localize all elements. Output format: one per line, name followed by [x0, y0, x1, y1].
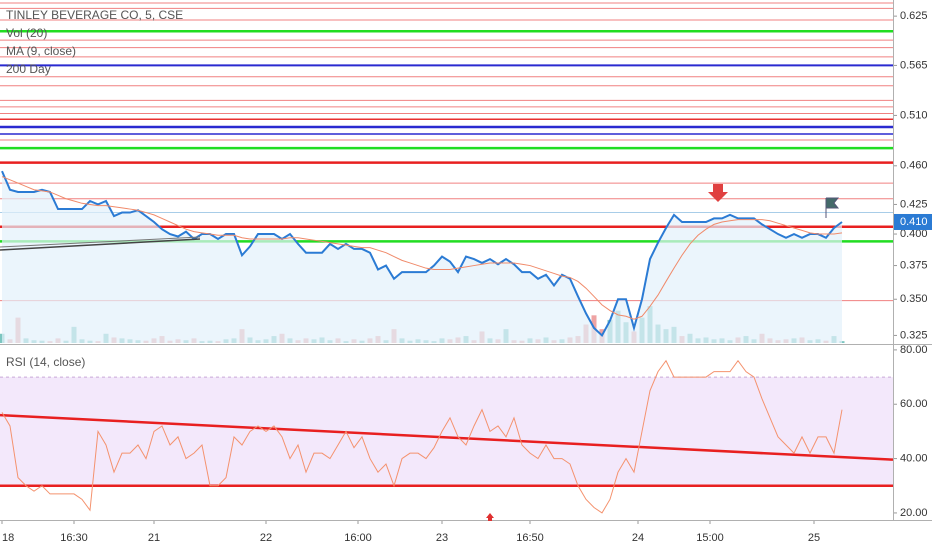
last-price-box — [893, 213, 932, 230]
drawn-trendline — [0, 236, 201, 248]
x-tick-label: 24 — [632, 532, 644, 544]
event-marker — [486, 513, 494, 521]
y-tick-label: 0.350 — [900, 293, 928, 305]
x-tick-label: 16:50 — [516, 532, 544, 544]
x-tick-label: 15:00 — [696, 532, 724, 544]
flag-marker — [825, 197, 840, 218]
indicator-label: 200 Day — [6, 62, 51, 76]
y-tick-label: 0.425 — [900, 198, 928, 210]
y-tick-label: 0.375 — [900, 259, 928, 271]
x-tick-label: 23 — [436, 532, 448, 544]
y-tick-label: 0.325 — [900, 329, 928, 341]
x-tick-label: 25 — [808, 532, 820, 544]
y-tick-label: 60.00 — [900, 398, 928, 410]
y-tick-label: 0.625 — [900, 10, 928, 22]
price-area — [2, 171, 842, 343]
rsi-trendline — [0, 413, 894, 461]
pane-title: RSI (14, close) — [6, 355, 85, 369]
y-tick-label: 0.565 — [900, 59, 928, 71]
drawn-trendline — [0, 238, 201, 251]
x-tick-label: 16:00 — [344, 532, 372, 544]
x-tick-label: 18 — [2, 532, 14, 544]
series-line — [1, 359, 843, 514]
indicator-label: Vol (20) — [6, 26, 47, 40]
y-tick-label: 80.00 — [900, 344, 928, 356]
rsi-band — [0, 377, 893, 486]
series-line — [1, 170, 843, 338]
y-tick-label: 0.400 — [900, 228, 928, 240]
ma-line — [1, 176, 843, 320]
sell-marker — [708, 184, 728, 202]
y-tick-label: 40.00 — [900, 452, 928, 464]
indicator-label: MA (9, close) — [6, 44, 76, 58]
y-tick-label: 0.460 — [900, 160, 928, 172]
x-tick-label: 21 — [148, 532, 160, 544]
symbol-title: TINLEY BEVERAGE CO, 5, CSE — [6, 8, 183, 22]
y-tick-label: 0.510 — [900, 109, 928, 121]
x-tick-label: 16:30 — [60, 532, 88, 544]
last-price-label: 0.410 — [900, 216, 928, 228]
x-tick-label: 22 — [260, 532, 272, 544]
y-tick-label: 20.00 — [900, 507, 928, 519]
